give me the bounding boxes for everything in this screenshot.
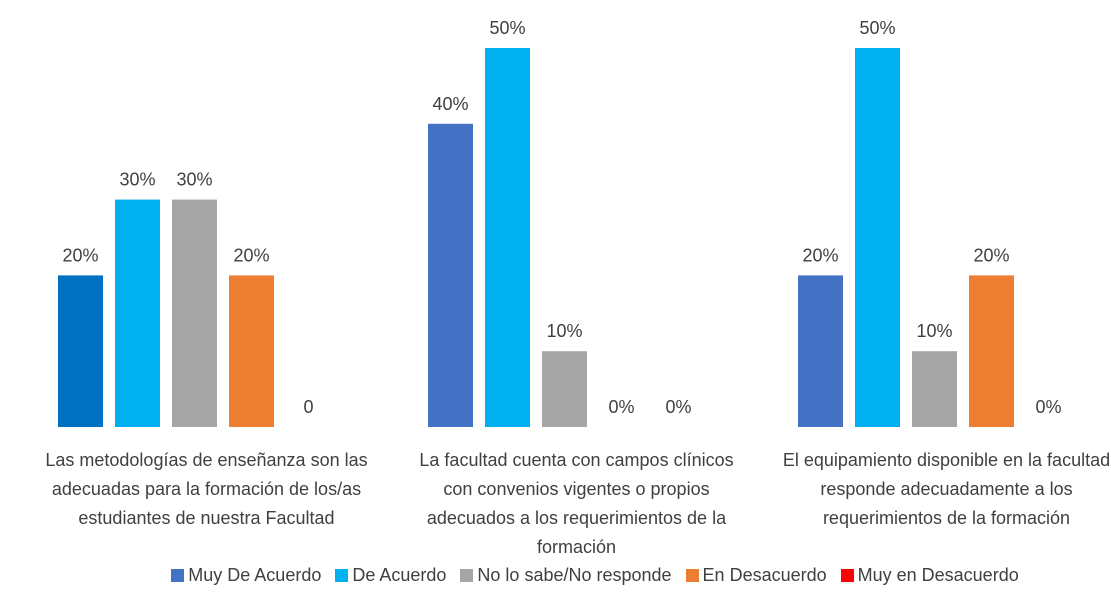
legend-item: En Desacuerdo <box>685 565 827 586</box>
bar <box>969 275 1014 427</box>
bar <box>798 275 843 427</box>
data-label: 20% <box>802 245 838 265</box>
data-label: 40% <box>432 94 468 114</box>
bar <box>428 123 473 428</box>
bar <box>172 199 217 427</box>
bar <box>58 275 103 427</box>
legend-swatch <box>335 569 349 582</box>
legend-swatch <box>460 569 474 582</box>
legend-swatch <box>840 569 854 582</box>
data-label: 20% <box>233 245 269 265</box>
data-label: 50% <box>859 18 895 38</box>
bar <box>855 48 900 427</box>
legend-swatch <box>171 569 185 582</box>
legend-item: Muy De Acuerdo <box>171 565 321 586</box>
data-label: 0% <box>1035 397 1061 417</box>
legend-label: Muy en Desacuerdo <box>857 565 1019 585</box>
data-label: 30% <box>119 170 155 190</box>
data-label: 10% <box>916 321 952 341</box>
bar <box>485 48 530 427</box>
legend-label: Muy De Acuerdo <box>188 565 322 585</box>
data-label: 50% <box>489 18 525 38</box>
legend-label: De Acuerdo <box>352 565 447 585</box>
legend: Muy De Acuerdo De Acuerdo No lo sabe/No re… <box>0 565 1111 586</box>
legend-item: Muy en Desacuerdo <box>840 565 1019 586</box>
data-label: 0 <box>303 397 313 417</box>
legend-item: No lo sabe/No responde <box>460 565 672 586</box>
legend-label: No lo sabe/No responde <box>477 565 672 585</box>
data-label: 20% <box>973 245 1009 265</box>
x-tick-label: El equipamiento disponible en la faculta… <box>782 450 1111 528</box>
bar <box>115 199 160 427</box>
data-label: 0% <box>608 397 634 417</box>
legend-label: En Desacuerdo <box>702 565 827 585</box>
legend-item: De Acuerdo <box>335 565 446 586</box>
data-label: 30% <box>176 170 212 190</box>
bar <box>912 351 957 427</box>
bar <box>229 275 274 427</box>
data-label: 0% <box>665 397 691 417</box>
bar <box>542 351 587 427</box>
data-label: 10% <box>546 321 582 341</box>
data-label: 20% <box>62 245 98 265</box>
x-tick-label: La facultad cuenta con campos clínicos c… <box>419 450 734 557</box>
x-tick-label: Las metodologías de enseñanza son las ad… <box>45 450 368 528</box>
legend-swatch <box>685 569 699 582</box>
